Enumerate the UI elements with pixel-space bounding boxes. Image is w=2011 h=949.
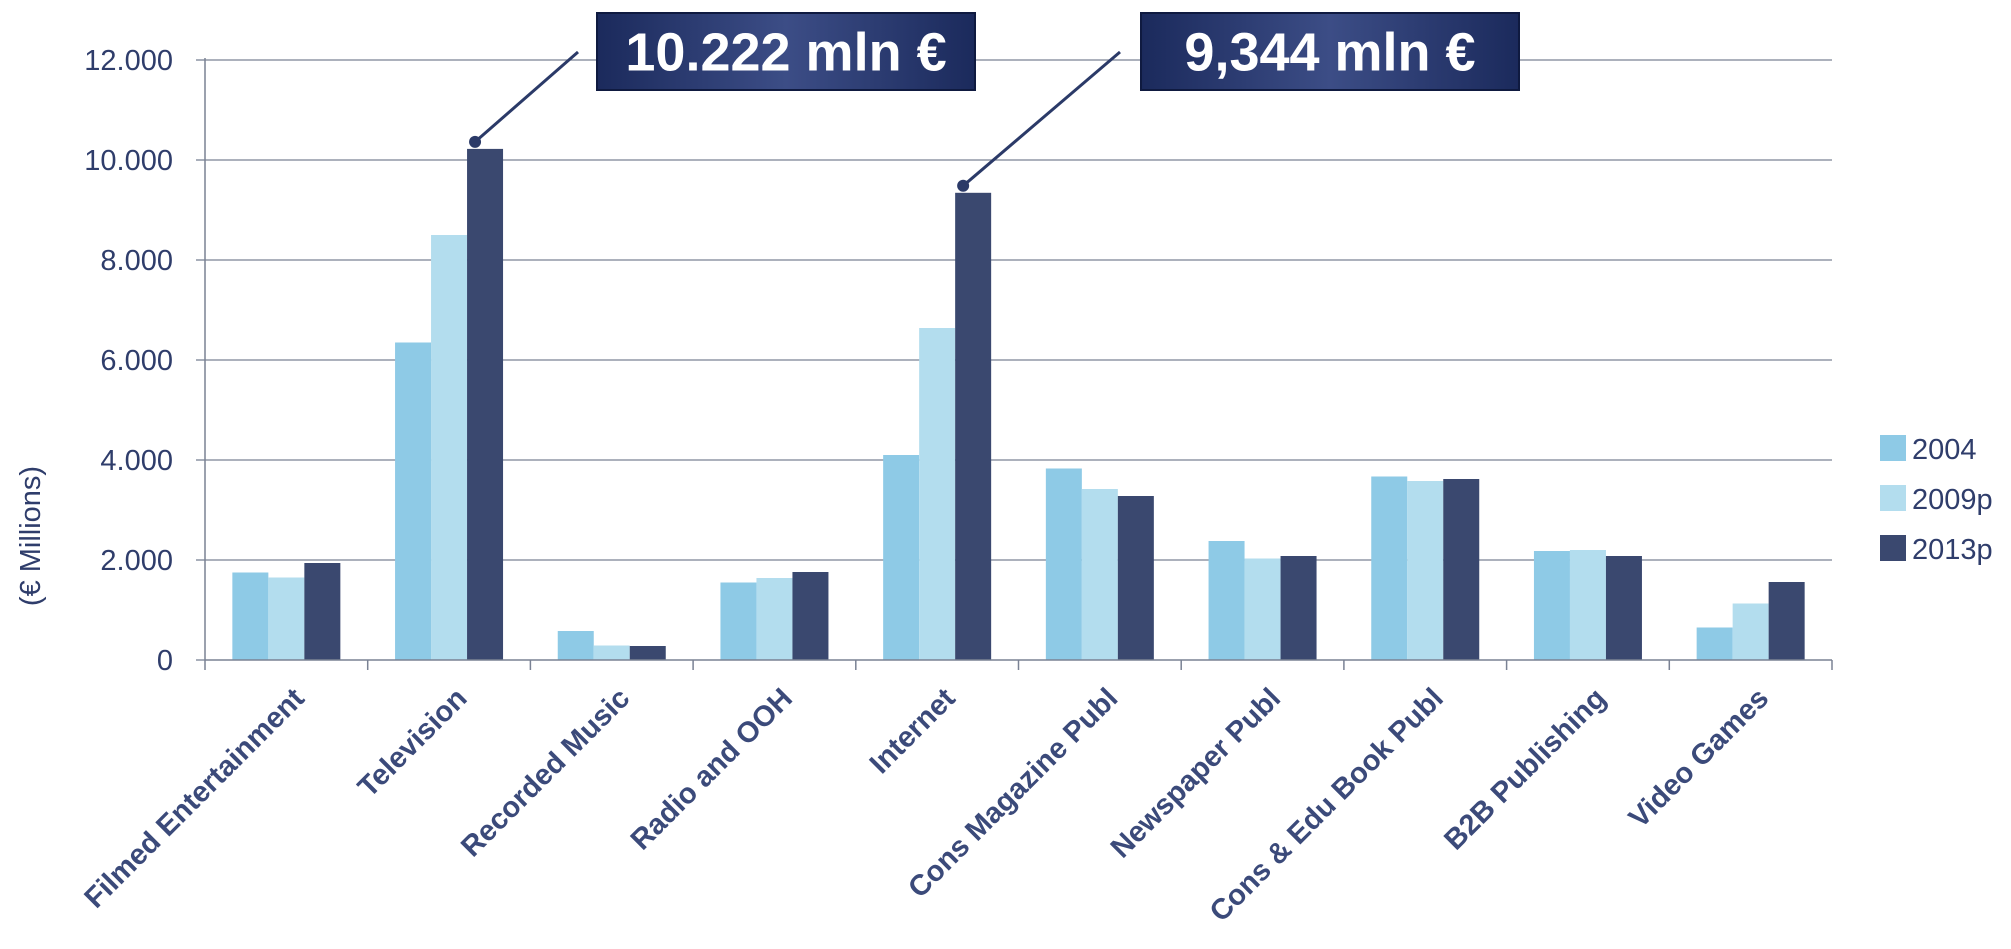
y-tick-label: 4.000 [100,445,173,477]
bar-2009p-4 [919,328,956,660]
bar-2013p-0 [304,563,341,660]
legend: 2004 2009p 2013p [1880,434,1993,566]
y-tick-label: 0 [157,645,173,677]
bar-2013p-2 [629,646,666,660]
bar-2009p-3 [756,578,793,660]
legend-label-2013p: 2013p [1912,534,1993,566]
legend-swatch-2013p [1880,535,1906,561]
bar-2004-1 [395,342,432,660]
legend-label-2009p: 2009p [1912,484,1993,516]
bar-2009p-1 [431,235,468,660]
callout-anchor-dot [957,179,970,192]
callout-leader-line [962,50,1121,187]
y-tick-label: 10.000 [84,145,173,177]
bar-2004-9 [1696,627,1733,660]
bar-2009p-5 [1081,489,1118,660]
bar-2013p-7 [1443,479,1480,660]
bar-2013p-5 [1117,496,1154,660]
bar-2013p-9 [1768,582,1805,660]
bar-2004-0 [232,572,269,660]
legend-swatch-2004 [1880,435,1906,461]
bar-2009p-2 [593,645,630,660]
bars [232,148,1805,661]
x-category-label: Internet [864,682,962,780]
x-category-label: Radio and OOH [625,682,799,856]
axes [204,58,1833,670]
callout-leader-line [474,50,579,144]
legend-swatch-2009p [1880,485,1906,511]
bar-2009p-9 [1732,603,1769,660]
bar-2004-4 [883,455,920,660]
y-tick-labels: 0 2.000 4.000 6.000 8.000 10.000 12.000 [84,45,173,677]
callout-label: 9,344 mln € [1184,23,1475,83]
x-category-label: Television [352,682,473,803]
callout-box [596,12,976,91]
y-tick-label: 6.000 [100,345,173,377]
y-tick-label: 12.000 [84,45,173,77]
x-category-label: B2B Publishing [1438,682,1612,856]
callout-anchor-dot [469,135,482,148]
bar-2013p-3 [792,572,829,660]
callout-label: 10.222 mln € [625,23,946,83]
legend-label-2004: 2004 [1912,434,1977,466]
x-category-label: Newspaper Publ [1105,682,1287,864]
y-tick-label: 2.000 [100,545,173,577]
x-category-label: Recorded Music [455,682,636,863]
bar-2009p-7 [1407,481,1444,660]
y-axis-title: (€ Millions) [15,466,47,606]
y-tick-label: 8.000 [100,245,173,277]
bar-2009p-0 [268,577,305,660]
bar-2004-2 [557,631,594,660]
callouts: 10.222 mln € 9,344 mln € [469,12,1520,192]
x-category-label: Filmed Entertainment [79,682,312,915]
bar-2004-8 [1533,551,1570,660]
bar-2009p-6 [1244,558,1281,660]
bar-2013p-1 [467,148,504,660]
bar-2004-6 [1208,541,1245,660]
bar-2013p-4 [955,192,992,661]
bar-2013p-8 [1605,556,1642,660]
bar-2004-7 [1371,476,1408,660]
bar-2009p-8 [1569,550,1606,660]
bar-2004-3 [720,582,757,660]
x-category-label: Video Games [1623,682,1775,834]
bar-2004-5 [1045,468,1082,660]
bar-2013p-6 [1280,556,1317,660]
callout-box [1140,12,1520,91]
